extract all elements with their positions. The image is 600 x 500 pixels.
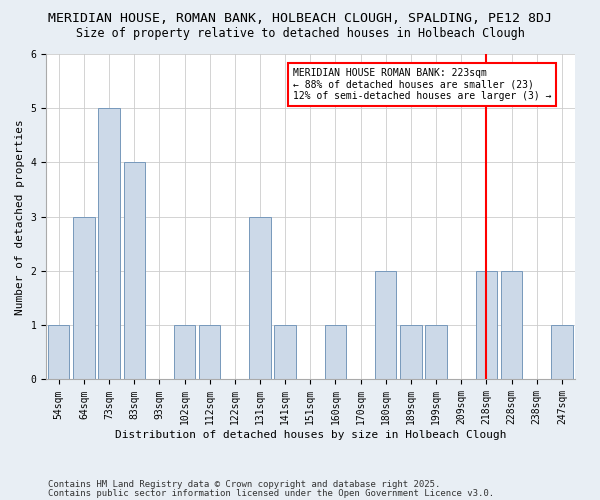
Bar [325,325,346,380]
Bar [274,325,296,380]
Bar [501,271,522,380]
X-axis label: Distribution of detached houses by size in Holbeach Clough: Distribution of detached houses by size … [115,430,506,440]
Bar [400,325,422,380]
Bar [124,162,145,380]
Bar [375,271,397,380]
Text: MERIDIAN HOUSE, ROMAN BANK, HOLBEACH CLOUGH, SPALDING, PE12 8DJ: MERIDIAN HOUSE, ROMAN BANK, HOLBEACH CLO… [48,12,552,26]
Bar [551,325,572,380]
Text: MERIDIAN HOUSE ROMAN BANK: 223sqm
← 88% of detached houses are smaller (23)
12% : MERIDIAN HOUSE ROMAN BANK: 223sqm ← 88% … [293,68,551,101]
Text: Contains public sector information licensed under the Open Government Licence v3: Contains public sector information licen… [48,490,494,498]
Bar [425,325,447,380]
Bar [73,216,95,380]
Bar [476,271,497,380]
Bar [250,216,271,380]
Bar [48,325,70,380]
Bar [199,325,220,380]
Text: Contains HM Land Registry data © Crown copyright and database right 2025.: Contains HM Land Registry data © Crown c… [48,480,440,489]
Y-axis label: Number of detached properties: Number of detached properties [15,119,25,314]
Text: Size of property relative to detached houses in Holbeach Clough: Size of property relative to detached ho… [76,28,524,40]
Bar [174,325,195,380]
Bar [98,108,120,380]
